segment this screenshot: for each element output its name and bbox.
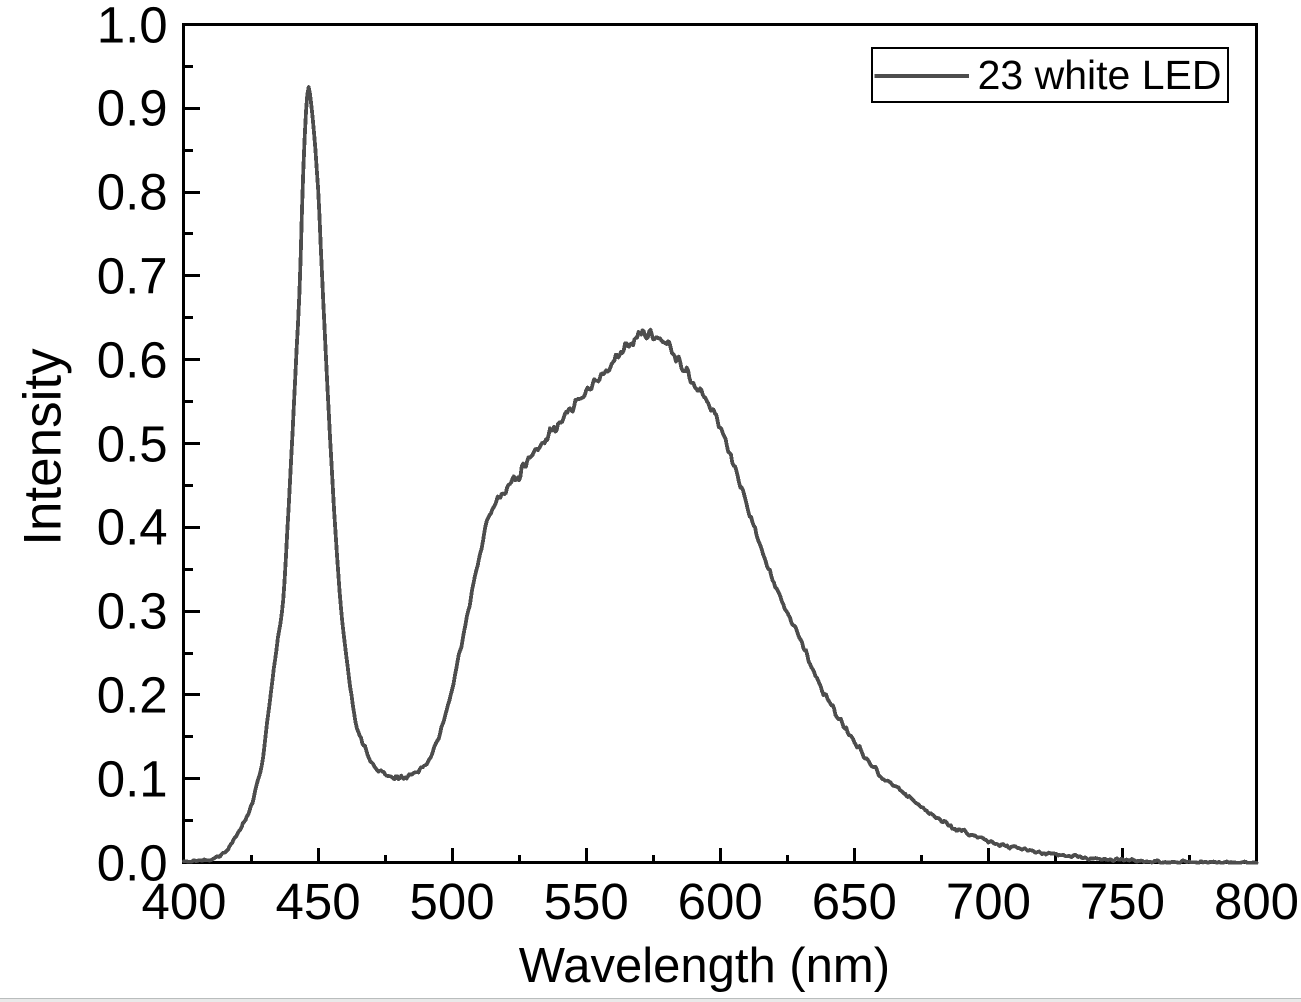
svg-text:Intensity: Intensity	[14, 348, 73, 546]
